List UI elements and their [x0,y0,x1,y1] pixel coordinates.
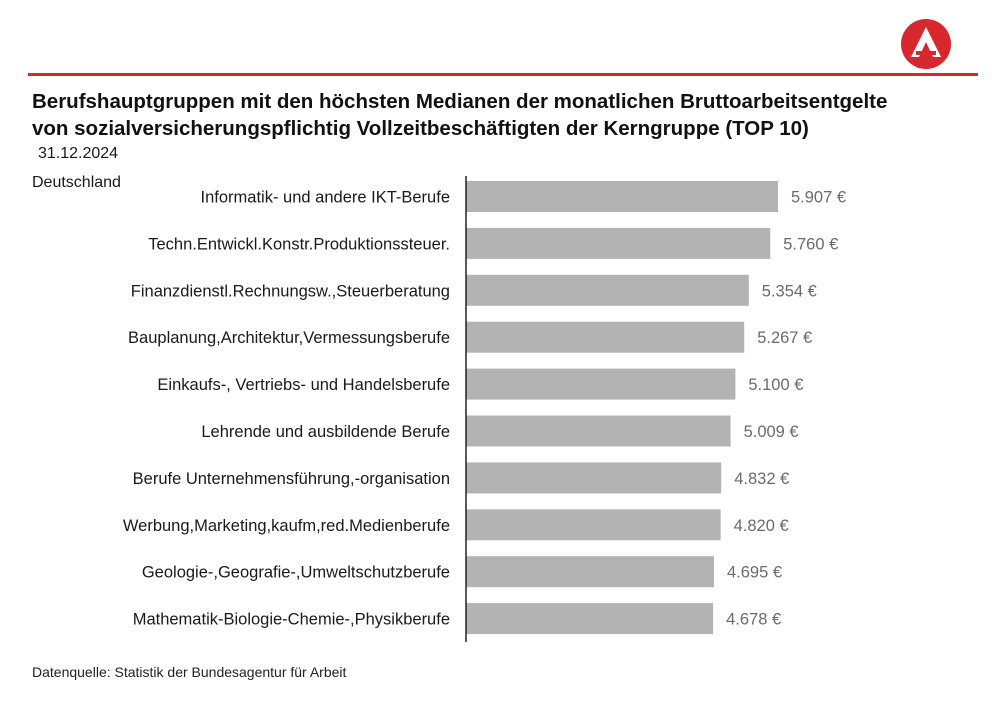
bar-9 [466,603,714,635]
value-label-6: 4.832 € [734,470,789,488]
value-label-9: 4.678 € [726,611,781,629]
value-label-3: 5.267 € [757,329,812,347]
value-label-5: 5.009 € [744,423,799,441]
bar-2 [466,274,749,306]
value-label-7: 4.820 € [734,517,789,535]
category-label-6: Berufe Unternehmensführung,-organisation [133,470,450,488]
data-source-note: Datenquelle: Statistik der Bundesagentur… [32,664,347,680]
category-label-7: Werbung,Marketing,kaufm,red.Medienberufe [123,517,450,535]
category-label-4: Einkaufs-, Vertriebs- und Handelsberufe [157,376,450,394]
bar-5 [466,415,731,447]
bar-7 [466,509,721,541]
bar-1 [466,227,771,259]
chart-title: Berufshauptgruppen mit den höchsten Medi… [32,88,992,142]
value-label-8: 4.695 € [727,564,782,582]
chart-title-line1: Berufshauptgruppen mit den höchsten Medi… [32,90,888,113]
category-label-5: Lehrende und ausbildende Berufe [201,423,450,441]
chart-region: Deutschland [32,174,121,191]
category-label-1: Techn.Entwickl.Konstr.Produktionssteuer. [148,235,450,253]
category-label-9: Mathematik-Biologie-Chemie-,Physikberufe [133,611,450,629]
bundesagentur-logo-icon [900,18,952,70]
chart-title-line2: von sozialversicherungspflichtig Vollzei… [32,117,809,140]
value-label-4: 5.100 € [748,376,803,394]
bar-0 [466,181,778,212]
category-label-3: Bauplanung,Architektur,Vermessungsberufe [128,329,450,347]
header-rule [28,73,978,76]
bar-3 [466,321,745,353]
value-label-1: 5.760 € [783,235,838,253]
bar-8 [466,556,714,588]
value-label-2: 5.354 € [762,282,817,300]
chart-date: 31.12.2024 [38,145,119,162]
category-label-0: Informatik- und andere IKT-Berufe [201,189,450,207]
category-label-8: Geologie-,Geografie-,Umweltschutzberufe [142,564,450,582]
bar-4 [466,368,736,400]
category-label-2: Finanzdienstl.Rechnungsw.,Steuerberatung [131,282,450,300]
value-label-0: 5.907 € [791,189,846,207]
bar-6 [466,462,722,494]
